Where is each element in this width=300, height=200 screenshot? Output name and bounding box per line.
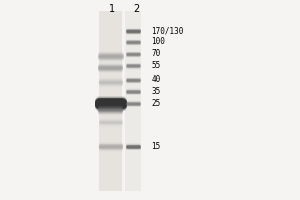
Text: 70: 70 [152,49,161,58]
Text: 2: 2 [134,4,140,14]
Text: 25: 25 [152,99,161,108]
Bar [124,11,141,191]
Text: 15: 15 [152,142,161,151]
Text: 100: 100 [152,38,165,46]
Bar [99,11,122,191]
Text: 35: 35 [152,87,161,96]
Text: 170/130: 170/130 [152,26,184,36]
Text: 1: 1 [110,4,116,14]
Text: 55: 55 [152,61,161,70]
Text: 40: 40 [152,75,161,84]
